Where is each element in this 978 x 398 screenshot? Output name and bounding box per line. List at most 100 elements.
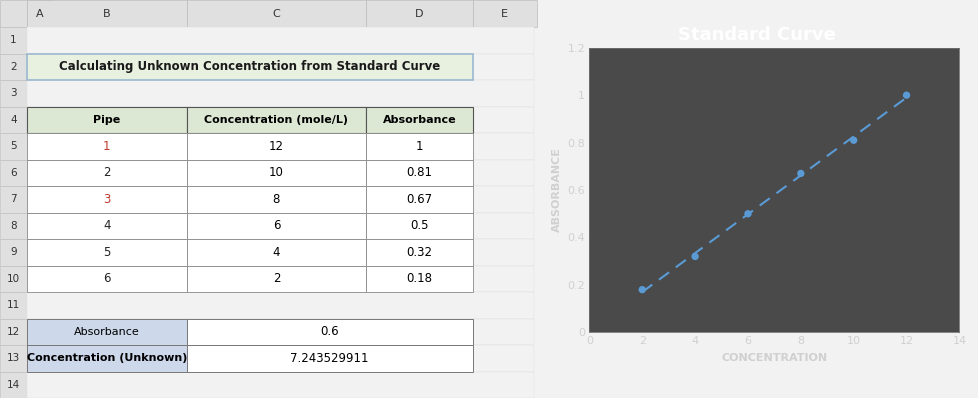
Text: 8: 8 xyxy=(10,221,17,231)
Text: 0.18: 0.18 xyxy=(406,272,432,285)
Bar xyxy=(0,107,26,133)
Text: 0.67: 0.67 xyxy=(406,193,432,206)
Text: 1: 1 xyxy=(103,140,111,153)
Bar xyxy=(0,133,26,160)
Bar xyxy=(472,0,536,27)
Point xyxy=(634,287,649,293)
Bar xyxy=(0,213,26,239)
Text: A: A xyxy=(36,8,44,19)
Bar xyxy=(0,186,26,213)
Text: 2: 2 xyxy=(272,272,280,285)
Bar xyxy=(187,0,366,27)
Bar xyxy=(26,292,533,318)
Bar xyxy=(187,133,366,160)
Bar xyxy=(26,318,533,345)
Bar xyxy=(26,54,472,80)
Bar xyxy=(26,107,533,133)
Bar xyxy=(187,239,366,265)
Text: 3: 3 xyxy=(103,193,111,206)
Text: Absorbance: Absorbance xyxy=(382,115,456,125)
Point xyxy=(687,253,702,259)
Bar xyxy=(0,80,26,107)
Y-axis label: ABSORBANCE: ABSORBANCE xyxy=(552,148,561,232)
Bar xyxy=(187,186,366,213)
Text: 3: 3 xyxy=(10,88,17,98)
Text: 1: 1 xyxy=(416,140,422,153)
Text: 0.5: 0.5 xyxy=(410,219,428,232)
Bar xyxy=(0,318,26,345)
Text: 6: 6 xyxy=(272,219,280,232)
Bar xyxy=(26,133,533,160)
Text: B: B xyxy=(103,8,111,19)
Text: 0.81: 0.81 xyxy=(406,166,432,179)
Bar xyxy=(366,239,472,265)
Point xyxy=(845,137,861,143)
Text: E: E xyxy=(501,8,508,19)
Text: 2: 2 xyxy=(103,166,111,179)
Text: 0.6: 0.6 xyxy=(320,325,338,338)
Text: 0.32: 0.32 xyxy=(406,246,432,259)
Bar xyxy=(26,318,187,345)
Text: 4: 4 xyxy=(103,219,111,232)
Bar xyxy=(187,107,366,133)
Bar xyxy=(26,213,187,239)
Bar xyxy=(366,107,472,133)
Bar xyxy=(366,213,472,239)
Bar xyxy=(26,239,187,265)
Bar xyxy=(0,27,26,54)
Bar xyxy=(26,345,187,371)
Text: 8: 8 xyxy=(273,193,280,206)
Point xyxy=(898,92,913,98)
Text: 9: 9 xyxy=(10,247,17,257)
Bar xyxy=(0,265,26,292)
Point xyxy=(739,211,755,217)
Bar xyxy=(26,54,533,80)
Bar xyxy=(26,213,533,239)
X-axis label: CONCENTRATION: CONCENTRATION xyxy=(721,353,826,363)
Text: Concentration (Unknown): Concentration (Unknown) xyxy=(26,353,187,363)
Text: 5: 5 xyxy=(103,246,111,259)
Bar xyxy=(366,265,472,292)
Text: 7: 7 xyxy=(10,194,17,204)
Bar xyxy=(366,0,472,27)
Text: 5: 5 xyxy=(10,141,17,151)
Text: 12: 12 xyxy=(7,327,20,337)
Bar xyxy=(187,345,472,371)
Text: 1: 1 xyxy=(10,35,17,45)
Point xyxy=(792,170,808,177)
Bar xyxy=(26,107,187,133)
Text: 12: 12 xyxy=(269,140,284,153)
Bar xyxy=(26,345,533,371)
Bar xyxy=(0,160,26,186)
Bar xyxy=(26,186,187,213)
Text: 10: 10 xyxy=(269,166,284,179)
Bar xyxy=(26,133,187,160)
Bar xyxy=(26,265,187,292)
Bar xyxy=(0,345,26,371)
Bar xyxy=(187,318,472,345)
Bar xyxy=(26,160,187,186)
Text: C: C xyxy=(272,8,280,19)
Bar xyxy=(26,160,533,186)
Text: 4: 4 xyxy=(272,246,280,259)
Text: 10: 10 xyxy=(7,274,20,284)
Bar xyxy=(26,265,533,292)
Bar xyxy=(26,371,533,398)
Bar xyxy=(366,160,472,186)
Text: D: D xyxy=(415,8,423,19)
Bar xyxy=(0,239,26,265)
Text: Pipe: Pipe xyxy=(93,115,120,125)
Bar xyxy=(0,0,26,27)
Text: Concentration (mole/L): Concentration (mole/L) xyxy=(204,115,348,125)
Bar xyxy=(187,265,366,292)
Text: 2: 2 xyxy=(10,62,17,72)
Bar xyxy=(26,0,53,27)
Text: Standard Curve: Standard Curve xyxy=(678,25,835,43)
Bar xyxy=(0,371,26,398)
Bar xyxy=(26,186,533,213)
Text: 6: 6 xyxy=(10,168,17,178)
Bar xyxy=(26,27,533,54)
Bar xyxy=(0,54,26,80)
Bar xyxy=(187,160,366,186)
Bar xyxy=(366,133,472,160)
